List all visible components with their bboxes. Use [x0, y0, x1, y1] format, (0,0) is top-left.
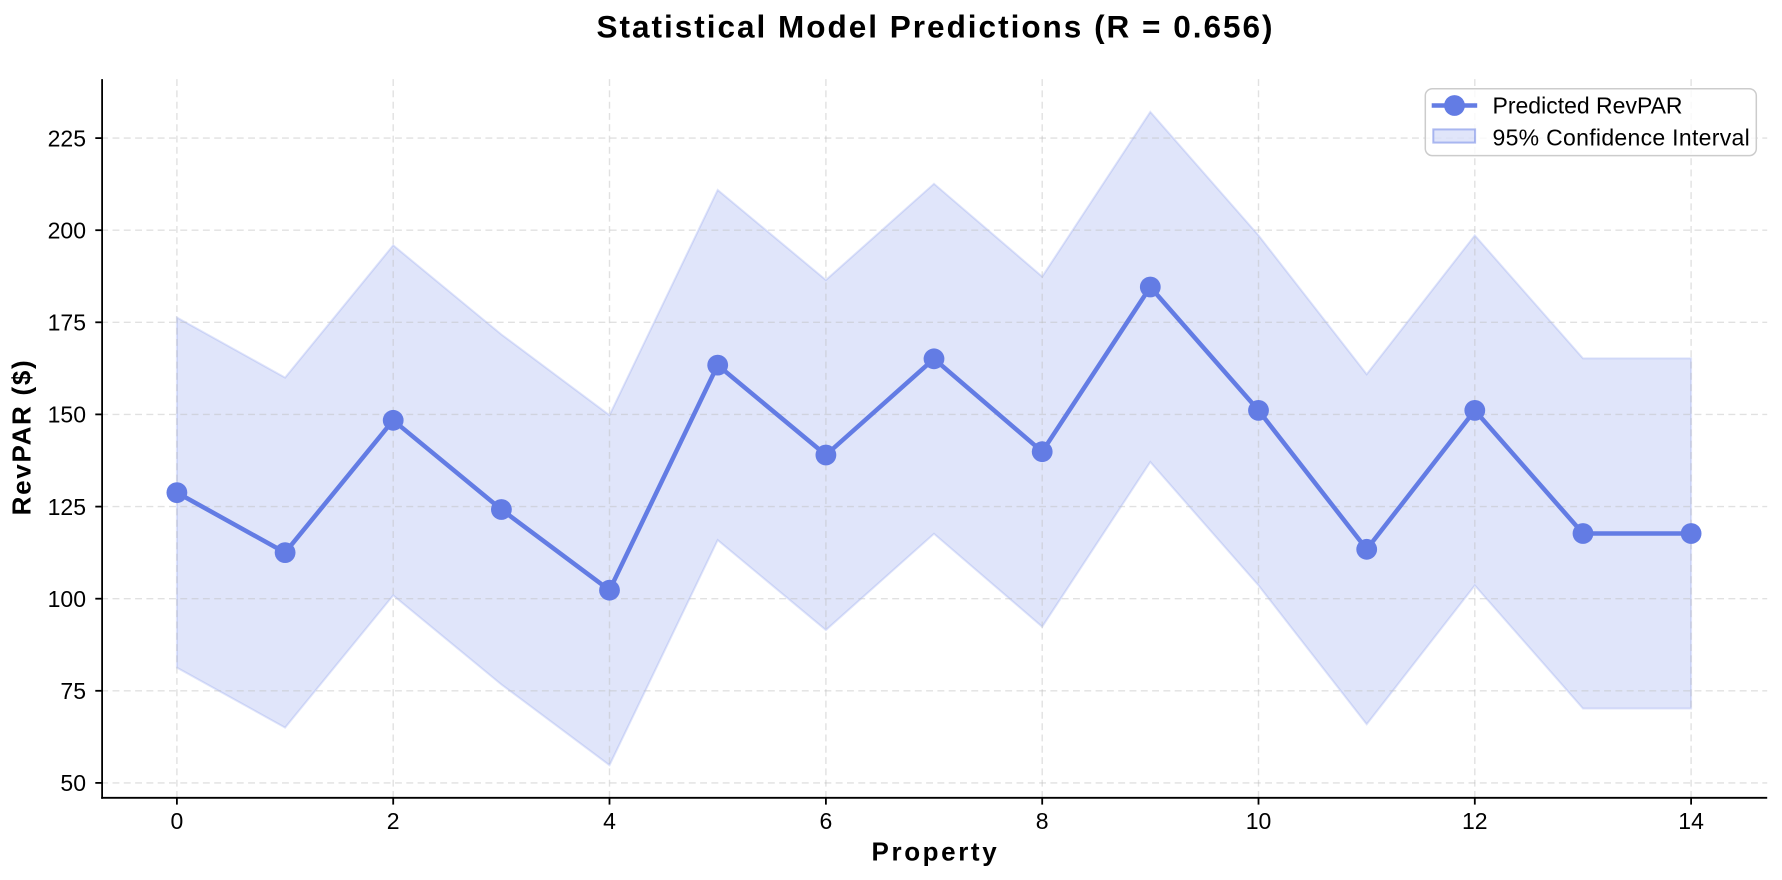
svg-text:Predicted RevPAR: Predicted RevPAR — [1493, 93, 1683, 119]
svg-text:10: 10 — [1246, 808, 1272, 834]
svg-text:100: 100 — [48, 586, 86, 612]
svg-text:150: 150 — [48, 402, 86, 428]
svg-text:175: 175 — [48, 310, 86, 336]
svg-text:95% Confidence Interval: 95% Confidence Interval — [1493, 124, 1751, 150]
svg-text:125: 125 — [48, 494, 86, 520]
svg-text:0: 0 — [171, 808, 184, 834]
svg-text:200: 200 — [48, 217, 86, 243]
svg-text:12: 12 — [1462, 808, 1488, 834]
svg-text:6: 6 — [820, 808, 833, 834]
svg-text:50: 50 — [60, 770, 86, 796]
svg-text:225: 225 — [48, 125, 86, 151]
svg-text:75: 75 — [60, 678, 86, 704]
svg-text:2: 2 — [387, 808, 400, 834]
svg-text:Property: Property — [872, 837, 1000, 867]
svg-text:RevPAR ($): RevPAR ($) — [7, 359, 37, 516]
svg-text:Statistical Model Predictions: Statistical Model Predictions (R = 0.656… — [596, 8, 1274, 44]
svg-text:4: 4 — [603, 808, 616, 834]
svg-text:14: 14 — [1678, 808, 1704, 834]
svg-text:8: 8 — [1036, 808, 1049, 834]
